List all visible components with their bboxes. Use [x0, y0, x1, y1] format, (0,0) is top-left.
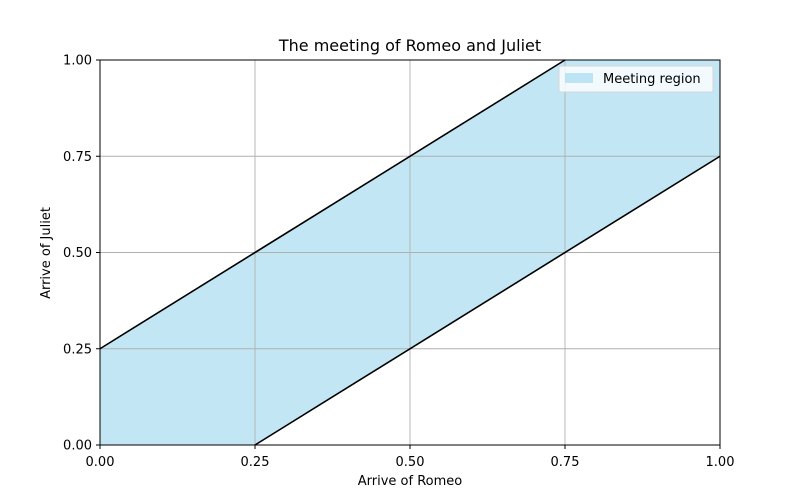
y-axis-label: Arrive of Juliet	[39, 207, 54, 299]
legend-swatch	[565, 73, 593, 83]
y-tick-label: 1.00	[63, 54, 92, 69]
y-tick-label: 0.75	[63, 150, 92, 165]
legend: Meeting region	[558, 65, 714, 93]
legend-box	[558, 65, 714, 93]
x-tick-label: 0.75	[551, 455, 580, 470]
x-tick-label: 0.00	[86, 455, 115, 470]
chart-title: The meeting of Romeo and Juliet	[278, 36, 541, 55]
y-tick-label: 0.00	[63, 439, 92, 454]
boundary-line-1	[99, 59, 566, 350]
x-axis-label: Arrive of Romeo	[358, 474, 463, 489]
boundary-line-2	[254, 155, 721, 446]
x-tick-label: 0.50	[396, 455, 425, 470]
legend-label: Meeting region	[603, 72, 701, 87]
x-tick-label: 1.00	[706, 455, 735, 470]
y-tick-label: 0.50	[63, 246, 92, 261]
tick-layer: 0.00 0.25 0.50 0.75 1.00 0.00 0.25 0.50 0.75 1.00	[63, 54, 734, 471]
y-tick-label: 0.25	[63, 342, 92, 357]
line-layer	[99, 59, 721, 446]
x-tick-label: 0.25	[241, 455, 270, 470]
